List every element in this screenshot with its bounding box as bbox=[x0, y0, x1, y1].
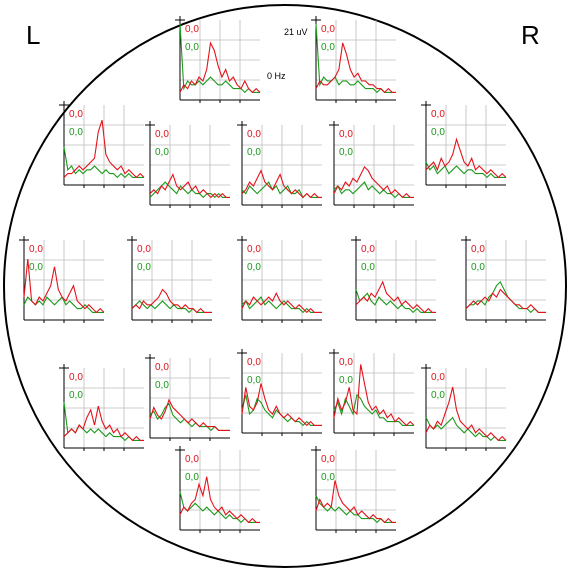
spectrum-panel: 0,0 0,0 bbox=[145, 121, 230, 208]
series-a-line bbox=[149, 173, 230, 199]
value-label-b: 0,0 bbox=[29, 262, 43, 273]
series-b-line bbox=[333, 393, 414, 426]
spectrum-panel: 0,0 0,0 bbox=[59, 101, 145, 188]
series-a-line bbox=[241, 169, 322, 199]
value-label-b: 0,0 bbox=[185, 42, 199, 53]
spectrum-panel: 0,0 0,0 bbox=[237, 121, 322, 208]
value-label-a: 0,0 bbox=[339, 357, 353, 368]
series-a-line bbox=[63, 405, 144, 442]
series-a-line bbox=[179, 41, 261, 94]
spectrum-panel: 0,0 0,0 bbox=[329, 349, 415, 436]
series-a-line bbox=[355, 280, 436, 314]
value-label-a: 0,0 bbox=[361, 244, 375, 255]
series-a-line bbox=[315, 480, 396, 524]
spectrum-panel: 0,0 0,0 bbox=[19, 236, 105, 323]
value-label-a: 0,0 bbox=[29, 244, 43, 255]
value-label-b: 0,0 bbox=[339, 375, 353, 386]
value-label-a: 0,0 bbox=[185, 24, 199, 35]
value-label-b: 0,0 bbox=[69, 127, 83, 138]
frequency-scale-label: 0 Hz bbox=[267, 71, 286, 81]
head-outline bbox=[3, 4, 567, 568]
value-label-b: 0,0 bbox=[321, 42, 335, 53]
spectrum-panels: 0,00,00,00,00,00,0 0,00,00,00,00,00,00,00… bbox=[19, 16, 546, 533]
series-b-line bbox=[131, 300, 212, 314]
left-hemisphere-label: L bbox=[26, 20, 41, 50]
series-a-line bbox=[315, 42, 396, 94]
series-a-line bbox=[23, 258, 105, 314]
value-label-b: 0,0 bbox=[431, 127, 445, 138]
value-label-b: 0,0 bbox=[69, 390, 83, 401]
value-label-a: 0,0 bbox=[69, 109, 83, 120]
spectrum-panel: 0,0 0,0 bbox=[421, 101, 507, 188]
spectrum-panel: 0,0 0,0 bbox=[145, 354, 230, 441]
value-label-b: 0,0 bbox=[137, 262, 151, 273]
value-label-b: 0,0 bbox=[361, 262, 375, 273]
value-label-a: 0,0 bbox=[247, 129, 261, 140]
series-a-line bbox=[179, 476, 260, 524]
spectrum-panel: 0,0 0,0 bbox=[311, 16, 396, 103]
series-b-line bbox=[179, 23, 260, 94]
series-b-line bbox=[465, 280, 546, 314]
value-label-b: 0,0 bbox=[247, 147, 261, 158]
value-label-a: 0,0 bbox=[185, 454, 199, 465]
series-a-line bbox=[333, 165, 414, 199]
value-label-b: 0,0 bbox=[247, 262, 261, 273]
value-label-a: 0,0 bbox=[339, 129, 353, 140]
value-label-b: 0,0 bbox=[339, 147, 353, 158]
series-a-line bbox=[425, 386, 507, 442]
series-a-line bbox=[63, 120, 145, 179]
series-a-line bbox=[333, 364, 415, 427]
value-label-b: 0,0 bbox=[321, 472, 335, 483]
value-label-a: 0,0 bbox=[471, 244, 485, 255]
value-label-a: 0,0 bbox=[321, 454, 335, 465]
value-label-a: 0,0 bbox=[431, 109, 445, 120]
spectrum-panel: 0,0 0,0 bbox=[461, 236, 546, 323]
series-b-line bbox=[63, 146, 144, 179]
series-a-line bbox=[241, 292, 322, 314]
value-label-b: 0,0 bbox=[471, 262, 485, 273]
spectrum-panel: 0,0 0,0 bbox=[421, 364, 507, 451]
value-label-b: 0,0 bbox=[155, 380, 169, 391]
value-label-b: 0,0 bbox=[247, 375, 261, 386]
series-b-line bbox=[425, 416, 506, 442]
value-label-b: 0,0 bbox=[431, 390, 445, 401]
series-a-line bbox=[131, 288, 212, 314]
spectrum-panel: 0,0 0,0 bbox=[175, 446, 260, 533]
spectrum-panel: 0,0 0,0 bbox=[237, 236, 322, 323]
spectrum-panel: 0,0 0,0 bbox=[329, 121, 414, 208]
series-a-line bbox=[425, 137, 507, 179]
value-label-b: 0,0 bbox=[185, 472, 199, 483]
value-label-a: 0,0 bbox=[137, 244, 151, 255]
series-b-line bbox=[425, 161, 506, 179]
value-label-a: 0,0 bbox=[431, 372, 445, 383]
spectrum-panel: 0,0 0,0 bbox=[59, 364, 144, 451]
spectrum-panel: 0,0 0,0 bbox=[237, 349, 322, 436]
spectrum-panel: 0,0 0,0 bbox=[127, 236, 212, 323]
value-label-a: 0,0 bbox=[155, 362, 169, 373]
right-hemisphere-label: R bbox=[521, 20, 540, 50]
value-label-a: 0,0 bbox=[69, 372, 83, 383]
series-a-line bbox=[241, 383, 322, 427]
value-label-a: 0,0 bbox=[321, 24, 335, 35]
series-b-line bbox=[23, 296, 104, 313]
value-label-a: 0,0 bbox=[155, 129, 169, 140]
series-a-line bbox=[465, 288, 546, 313]
series-a-line bbox=[149, 398, 230, 431]
spectrum-panel: 0,0 0,0 bbox=[351, 236, 436, 323]
amplitude-scale-label: 21 uV bbox=[284, 27, 308, 37]
value-label-a: 0,0 bbox=[247, 357, 261, 368]
spectrum-panel: 0,0 0,0 bbox=[311, 446, 396, 533]
value-label-b: 0,0 bbox=[155, 147, 169, 158]
spectrum-panel: 0,0 0,0 bbox=[175, 16, 261, 103]
value-label-a: 0,0 bbox=[247, 244, 261, 255]
